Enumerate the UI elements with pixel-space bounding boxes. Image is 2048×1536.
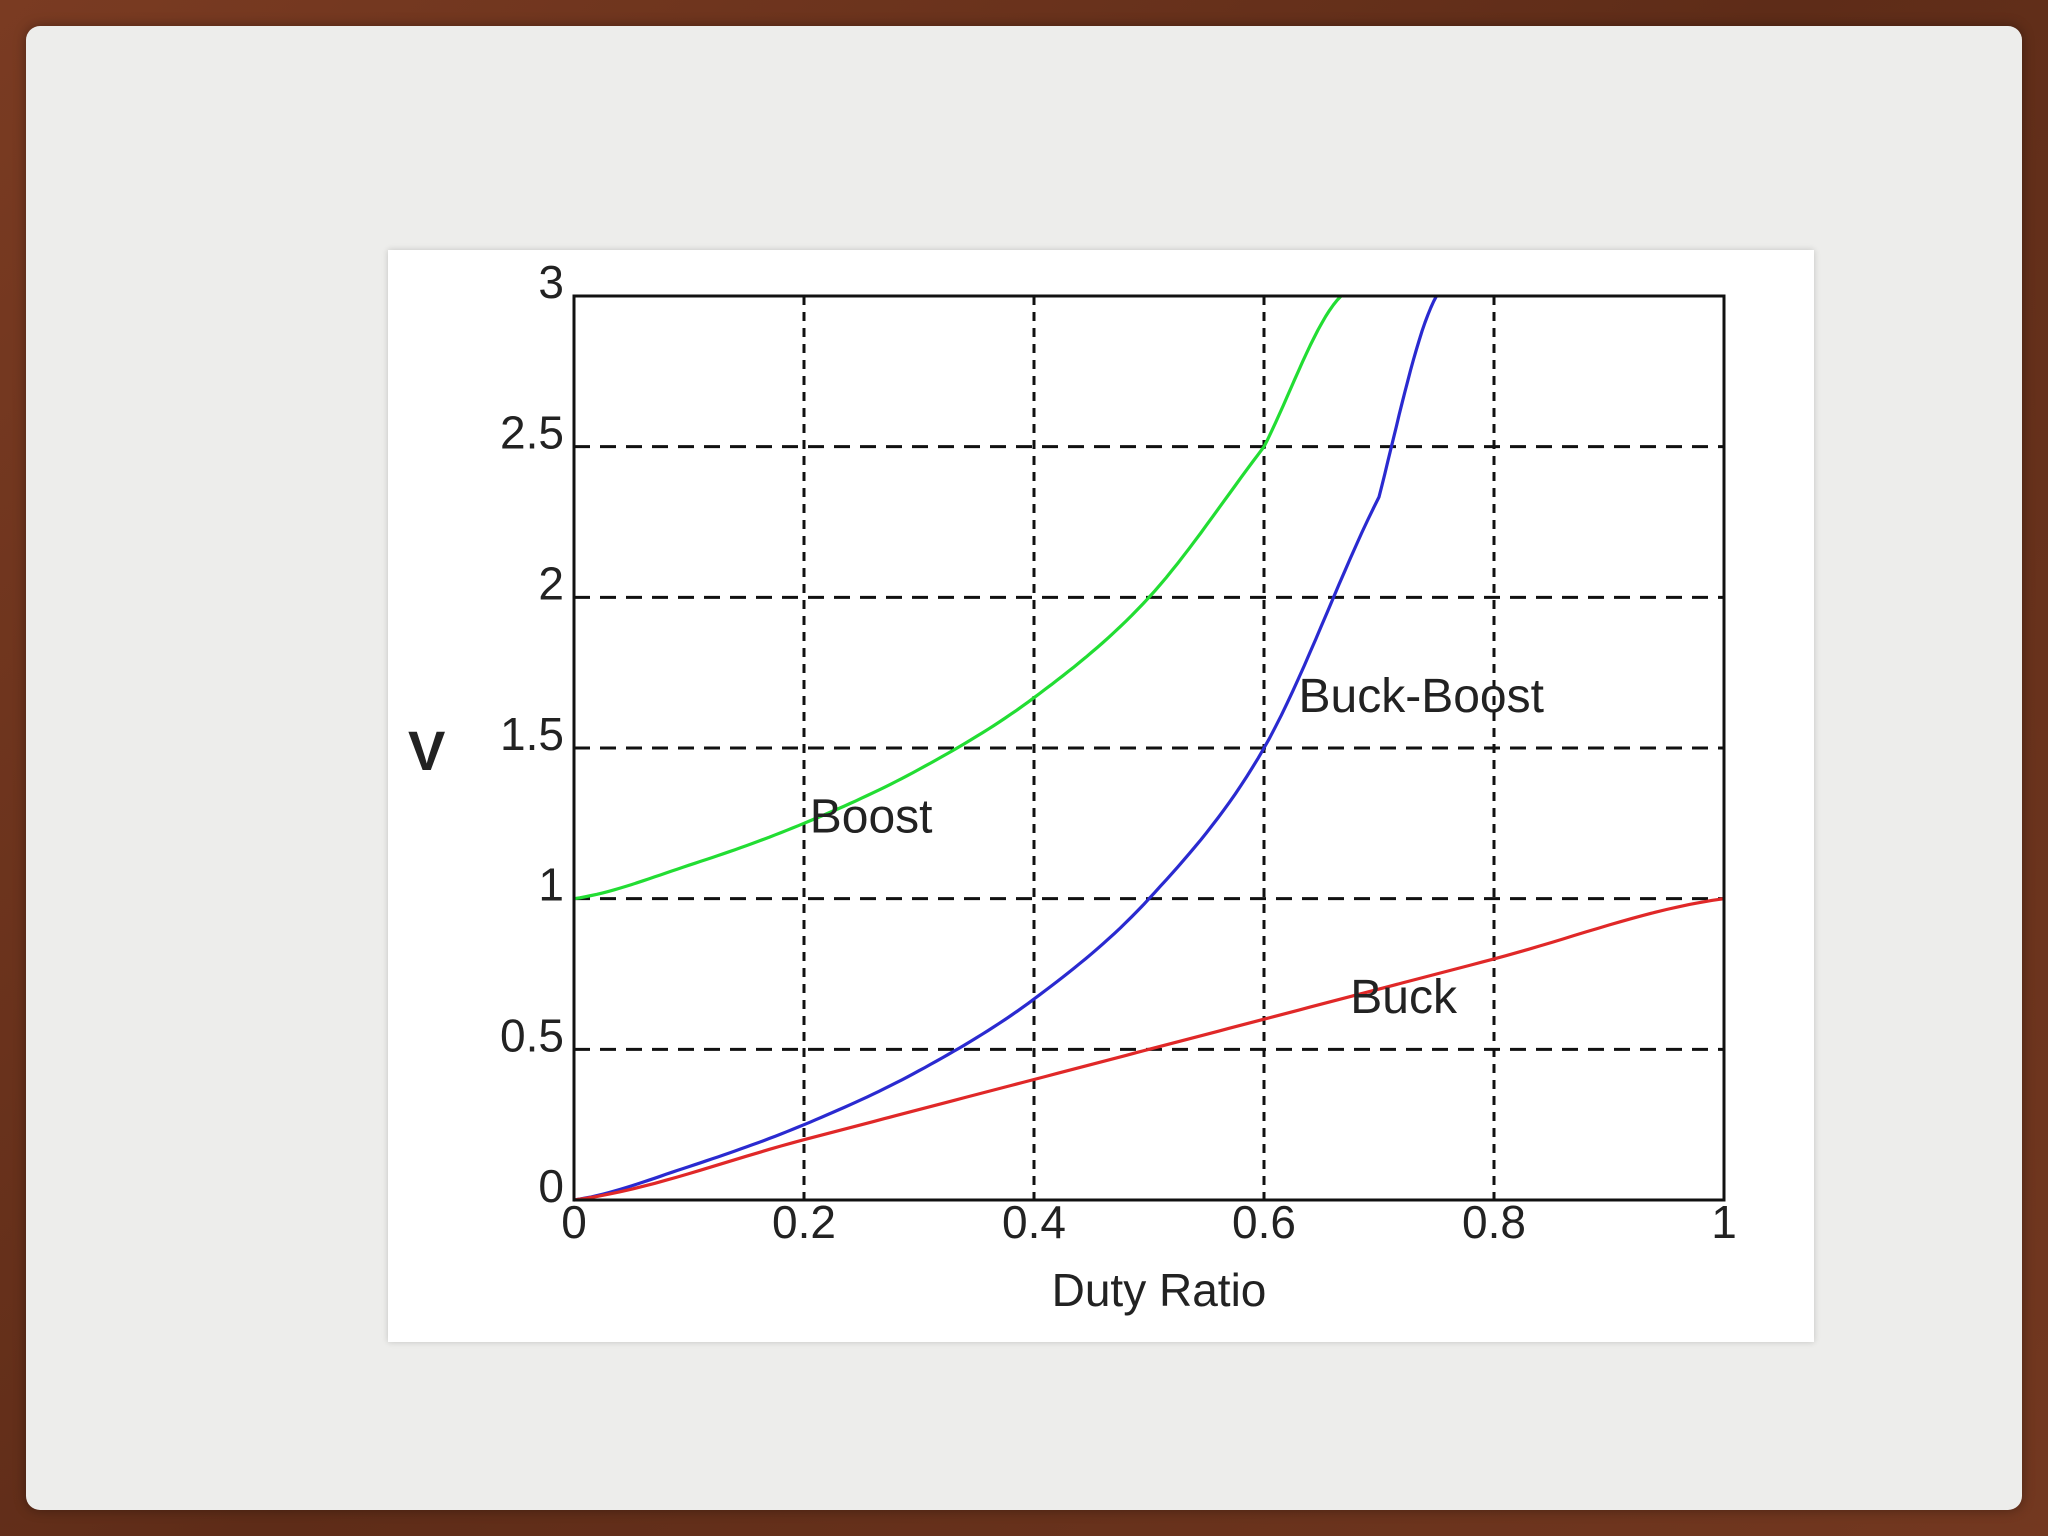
series-label-boost: Boost	[810, 790, 933, 843]
chart-svg: 0 0.2 0.4 0.6 0.8 1 0 0.5 1 1.5 2 2.5 3 Boost Buck-Bo…	[408, 256, 1737, 1316]
y-tick-label: 2	[538, 557, 564, 609]
plot-frame	[572, 294, 1726, 1202]
series-layer	[573, 294, 1725, 1202]
tick-labels: 0 0.2 0.4 0.6 0.8 1 0 0.5 1 1.5 2 2.5 3	[500, 256, 1737, 1248]
x-tick-label: 0	[561, 1196, 587, 1248]
series-label-buck-boost: Buck-Boost	[1299, 670, 1544, 723]
y-tick-label: 0	[538, 1160, 564, 1212]
x-tick-label: 1	[1711, 1196, 1737, 1248]
series-line-buck	[573, 897, 1725, 1202]
y-tick-label: 1	[538, 859, 564, 911]
y-tick-label: 0.5	[500, 1009, 564, 1061]
y-tick-label: 3	[538, 256, 564, 308]
x-tick-label: 0.8	[1462, 1196, 1526, 1248]
y-tick-label: 1.5	[500, 708, 564, 760]
series-line-buck-boost	[573, 295, 1438, 1202]
y-tick-label: 2.5	[500, 407, 564, 459]
x-tick-label: 0.2	[772, 1196, 836, 1248]
series-label-buck: Buck	[1350, 971, 1458, 1024]
x-tick-label: 0.4	[1002, 1196, 1066, 1248]
series-line-boost	[573, 294, 1343, 901]
series-labels: Boost Buck-Boost Buck	[810, 670, 1544, 1024]
x-tick-label: 0.6	[1232, 1196, 1296, 1248]
grid-lines	[574, 296, 1724, 1200]
y-axis-label: V	[408, 719, 445, 782]
slide-background: 0 0.2 0.4 0.6 0.8 1 0 0.5 1 1.5 2 2.5 3 Boost Buck-Bo…	[26, 26, 2022, 1510]
chart-figure: 0 0.2 0.4 0.6 0.8 1 0 0.5 1 1.5 2 2.5 3 Boost Buck-Bo…	[388, 250, 1814, 1342]
x-axis-label: Duty Ratio	[1052, 1264, 1267, 1316]
